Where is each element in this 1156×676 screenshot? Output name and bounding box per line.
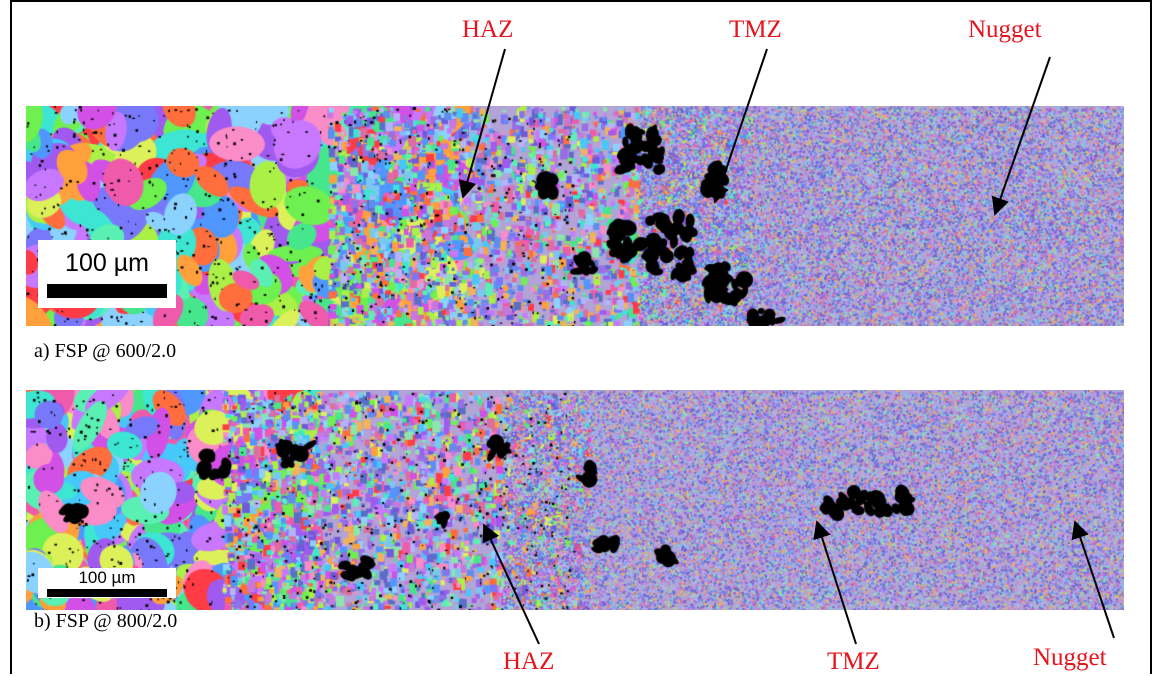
zone-label-nugget-a: Nugget — [968, 16, 1042, 43]
zone-label-tmz-a: TMZ — [729, 16, 782, 43]
panel-caption-a: a) FSP @ 600/2.0 — [34, 340, 177, 362]
scale-bar-label-a: 100 µm — [65, 248, 149, 277]
scale-bar-label-b: 100 µm — [78, 568, 136, 587]
ebsd-map-panel-b: 100 µm — [26, 390, 1124, 610]
scale-bar-b: 100 µm — [38, 568, 176, 598]
panel-caption-b: b) FSP @ 800/2.0 — [34, 610, 178, 632]
scale-bar-line-b — [47, 589, 167, 597]
scale-bar-line-a — [47, 283, 167, 298]
ebsd-orientation-map-a — [26, 106, 1124, 326]
zone-label-nugget-b: Nugget — [1033, 644, 1107, 671]
scale-bar-a: 100 µm — [38, 240, 176, 308]
zone-label-tmz-b: TMZ — [827, 648, 880, 675]
zone-label-haz-a: HAZ — [462, 16, 514, 43]
ebsd-map-panel-a: 100 µm — [26, 106, 1124, 326]
ebsd-orientation-map-b — [26, 390, 1124, 610]
micrograph-figure: 100 µm 100 µm a) FSP @ 600/2.0 b) FSP @ … — [10, 0, 1152, 675]
zone-label-haz-b: HAZ — [503, 648, 555, 675]
